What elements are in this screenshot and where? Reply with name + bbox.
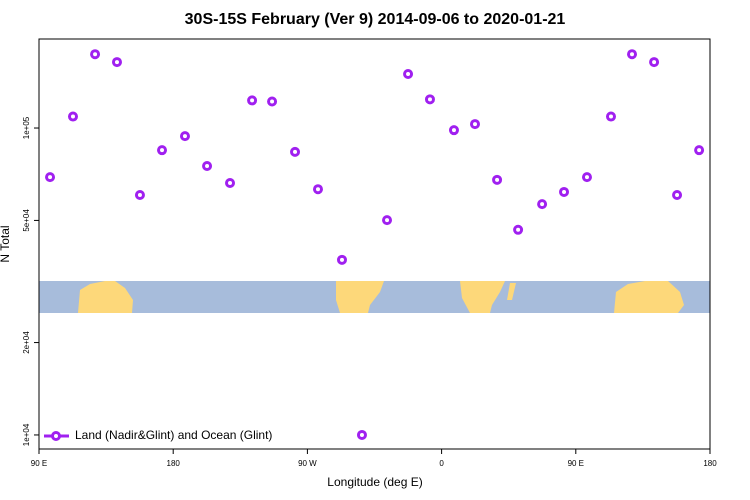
point xyxy=(67,111,78,122)
point xyxy=(157,145,168,156)
x-tick-label: 180 xyxy=(167,459,181,468)
x-tick-label: 90 E xyxy=(31,459,47,468)
legend-label: Land (Nadir&Glint) and Ocean (Glint) xyxy=(75,428,272,442)
point xyxy=(694,145,705,156)
point xyxy=(45,172,56,183)
point xyxy=(382,215,393,226)
point xyxy=(225,178,236,189)
plot-frame xyxy=(38,38,711,450)
x-tick-label: 90 E xyxy=(568,459,584,468)
legend-marker xyxy=(51,431,61,441)
y-tick-label: 2e+04 xyxy=(22,331,31,354)
y-tick-label: 5e+04 xyxy=(22,209,31,232)
point xyxy=(403,68,414,79)
x-tick-label: 0 xyxy=(439,459,444,468)
y-tick-label: 1e+04 xyxy=(22,423,31,446)
point xyxy=(290,146,301,157)
x-tick-label: 90 W xyxy=(298,459,317,468)
point xyxy=(513,224,524,235)
y-axis-label: N Total xyxy=(0,225,12,262)
point xyxy=(470,119,481,130)
y-tick-label: 1e+05 xyxy=(22,116,31,139)
point xyxy=(111,57,122,68)
point xyxy=(356,429,367,440)
point xyxy=(448,125,459,136)
x-tick-label: 180 xyxy=(703,459,717,468)
point xyxy=(537,199,548,210)
point xyxy=(90,49,101,60)
point xyxy=(559,186,570,197)
map-strip xyxy=(39,281,710,313)
point xyxy=(492,174,503,185)
point xyxy=(202,161,213,172)
point xyxy=(649,57,660,68)
point xyxy=(336,254,347,265)
point xyxy=(581,172,592,183)
point xyxy=(672,190,683,201)
point xyxy=(312,184,323,195)
x-axis-label: Longitude (deg E) xyxy=(327,475,422,489)
chart-title: 30S-15S February (Ver 9) 2014-09-06 to 2… xyxy=(185,11,566,28)
point xyxy=(627,49,638,60)
point xyxy=(267,96,278,107)
point xyxy=(605,111,616,122)
point xyxy=(179,131,190,142)
point xyxy=(134,190,145,201)
point xyxy=(247,95,258,106)
point xyxy=(424,94,435,105)
